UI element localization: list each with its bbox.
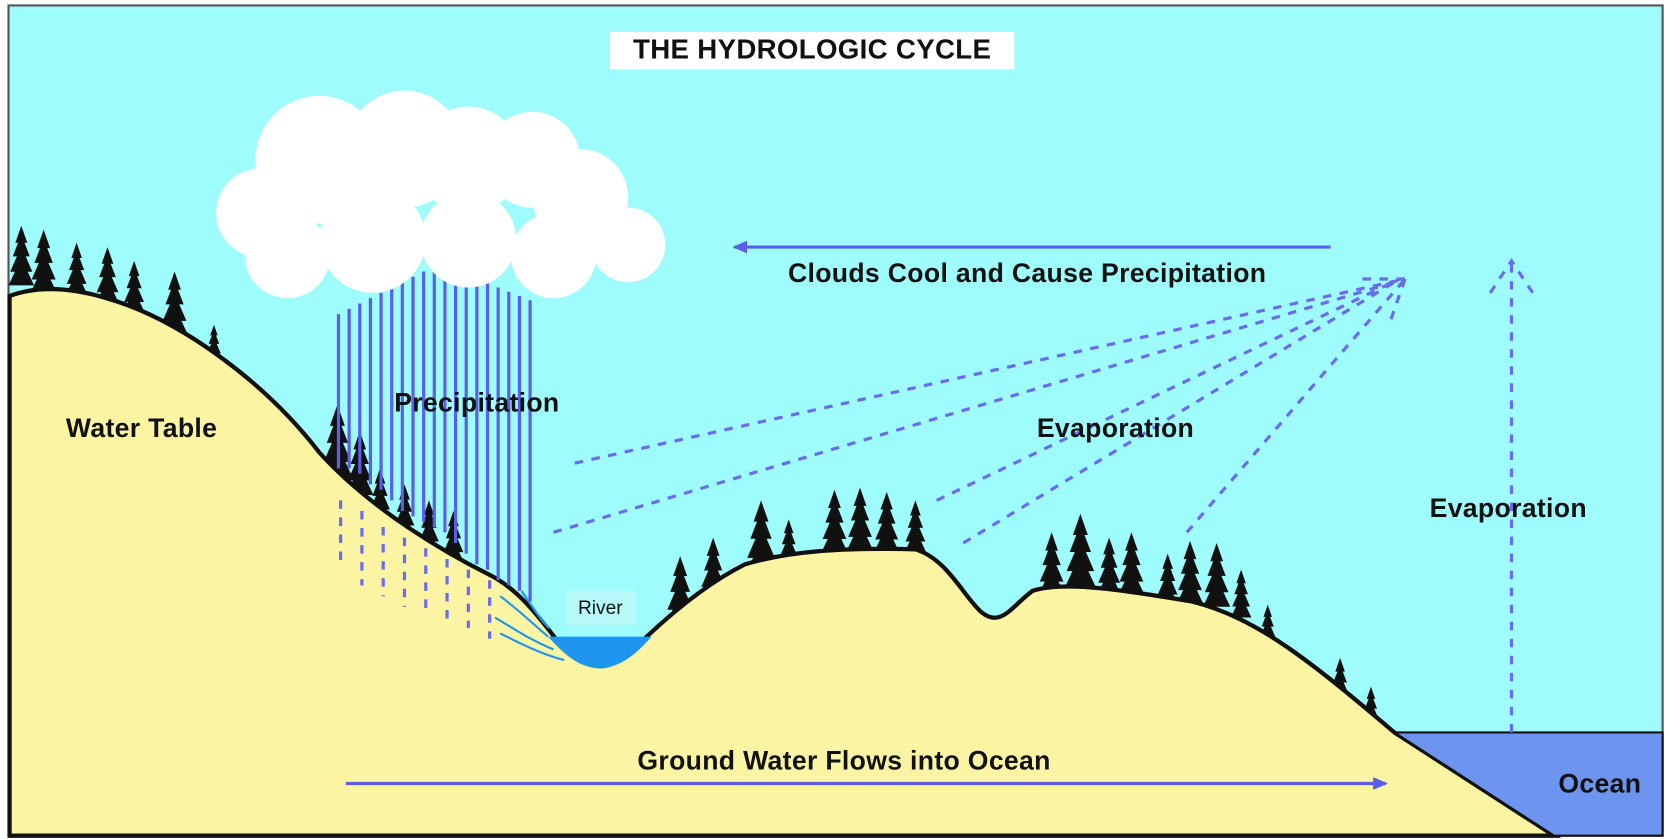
water-table-label: Water Table (66, 413, 217, 443)
evaporation-label: Evaporation (1037, 413, 1194, 443)
evaporation-label: Evaporation (1430, 493, 1587, 523)
rain (336, 266, 532, 602)
precipitation-label: Precipitation (394, 388, 559, 418)
ocean-label: Ocean (1558, 769, 1641, 799)
groundwater-label: Ground Water Flows into Ocean (637, 745, 1050, 775)
cloud (216, 90, 666, 299)
ocean-water (1390, 731, 1664, 837)
evaporation-arrows (553, 258, 1535, 733)
clouds-label: Clouds Cool and Cause Precipitation (788, 258, 1266, 288)
river-label-box (566, 590, 636, 625)
seepage-flow (494, 590, 565, 662)
river-label: River (578, 598, 623, 619)
seepage (339, 500, 492, 639)
title: THE HYDROLOGIC CYCLE (633, 34, 991, 65)
title-box (609, 32, 1015, 70)
land (7, 287, 1562, 838)
river-water (548, 636, 652, 669)
